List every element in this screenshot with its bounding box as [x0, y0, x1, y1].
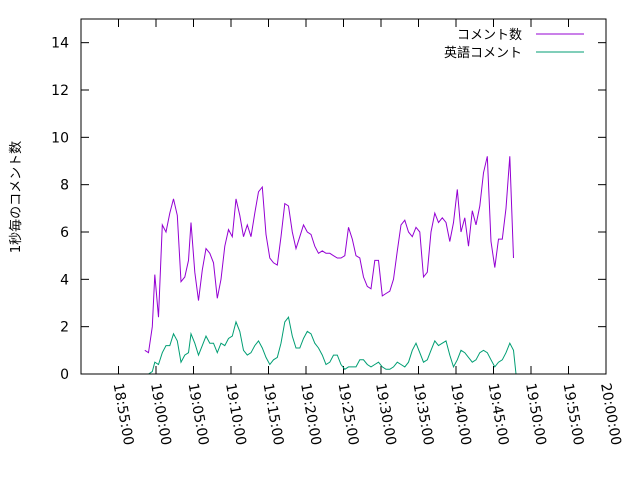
- y-tick-label: 0: [60, 367, 69, 383]
- y-tick-labels: 0 2 4 6 8 10 12 14: [51, 36, 69, 383]
- y-tick-label: 12: [51, 83, 69, 99]
- y-tick-label: 2: [60, 320, 69, 336]
- legend-label-2: 英語コメント: [444, 45, 522, 61]
- y-tick-label: 10: [51, 130, 69, 146]
- tick-marks: [81, 19, 607, 375]
- y-axis-label: 1秒毎のコメント数: [8, 141, 24, 253]
- series-line-1: [144, 156, 514, 354]
- y-tick-label: 4: [60, 272, 69, 288]
- series-line-2: [144, 316, 517, 375]
- y-tick-label: 14: [51, 36, 69, 52]
- y-tick-label: 6: [60, 225, 69, 241]
- series-lines: [144, 156, 517, 375]
- legend-label-1: コメント数: [457, 28, 522, 43]
- plot-frame: [80, 18, 607, 375]
- y-tick-label: 8: [60, 178, 69, 194]
